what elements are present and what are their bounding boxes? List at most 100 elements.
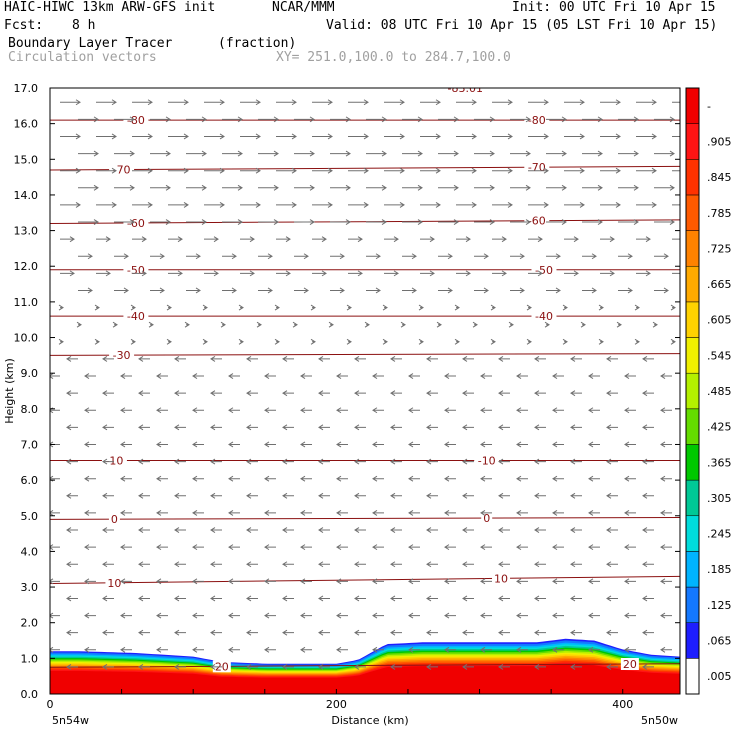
vector-arrow xyxy=(240,270,255,277)
vector-arrow xyxy=(210,527,222,533)
vector-arrow xyxy=(546,184,567,191)
vector-arrow xyxy=(606,458,618,465)
vector-arrow xyxy=(66,390,78,397)
vector-arrow xyxy=(546,253,561,260)
colorbar-label: .125 xyxy=(707,599,732,612)
cross-section-endpoints: XY= 251.0,100.0 to 284.7,100.0 xyxy=(276,50,511,65)
vector-arrow xyxy=(330,287,345,294)
vector-arrow xyxy=(168,133,189,140)
colorbar-swatch xyxy=(685,301,700,338)
vector-arrow xyxy=(186,219,207,225)
vector-arrow xyxy=(526,338,532,345)
vector-arrow xyxy=(348,270,363,277)
vector-arrow xyxy=(78,253,93,260)
vector-arrow xyxy=(462,355,474,362)
y-axis-label: Height (km) xyxy=(3,358,16,424)
vector-arrow xyxy=(462,527,474,533)
vector-arrow xyxy=(372,646,384,653)
vector-arrow xyxy=(492,270,507,277)
vector-arrow xyxy=(346,304,352,311)
vector-arrow xyxy=(670,304,676,311)
model-title: HAIC-HIWC 13km ARW-GFS init xyxy=(4,0,216,15)
vector-arrow xyxy=(354,424,366,431)
y-tick-label: 14.0 xyxy=(14,189,39,202)
vector-arrow xyxy=(498,629,510,636)
vector-arrow xyxy=(546,150,567,157)
vector-arrow xyxy=(210,424,222,431)
y-tick-label: 6.0 xyxy=(21,474,39,487)
colorbar-swatch xyxy=(685,194,700,231)
colorbar-label: .065 xyxy=(707,635,732,648)
vector-arrow xyxy=(660,475,672,482)
vector-arrow xyxy=(246,595,258,602)
contour-label: -80 xyxy=(528,114,546,127)
vector-arrow xyxy=(202,338,208,345)
vector-arrow xyxy=(50,646,60,653)
vector-arrow xyxy=(138,663,150,670)
plot-frame xyxy=(49,87,681,695)
vector-arrow xyxy=(84,441,96,448)
vector-arrow xyxy=(276,201,297,208)
vector-arrow xyxy=(454,338,460,345)
vector-arrow xyxy=(138,595,150,602)
vector-arrow xyxy=(120,612,132,619)
vector-arrow xyxy=(336,475,348,482)
vector-arrow xyxy=(258,253,273,260)
colorbar-label: .665 xyxy=(707,278,732,291)
y-tick-label: 7.0 xyxy=(21,438,39,451)
vector-arrow xyxy=(66,355,78,362)
vector-arrow xyxy=(402,287,417,294)
vector-arrow xyxy=(60,270,75,277)
axes: 0.0 1.0 2.0 3.0 4.0 5.0 6.0 7.0 8.0 9.0 10.0 11.0 12… xyxy=(14,82,680,711)
vector-arrow xyxy=(138,355,150,362)
vector-arrow xyxy=(220,321,226,328)
vector-arrow xyxy=(552,646,564,653)
vector-arrow xyxy=(546,116,567,123)
contour-line xyxy=(50,353,680,356)
vector-arrow xyxy=(294,219,315,225)
vector-arrow xyxy=(642,458,654,465)
vector-arrow xyxy=(102,595,114,602)
vector-arrow xyxy=(618,219,639,225)
vector-arrow xyxy=(258,287,273,294)
vector-arrow xyxy=(390,595,402,602)
vector-arrow xyxy=(318,561,330,568)
vector-arrow xyxy=(318,663,330,670)
tracer-band xyxy=(50,664,680,694)
vector-arrow xyxy=(228,407,240,414)
vector-arrow xyxy=(228,441,240,448)
vector-arrow xyxy=(174,458,186,465)
vector-arrow xyxy=(582,116,603,123)
vector-arrow xyxy=(58,338,64,345)
vector-arrow xyxy=(402,150,423,157)
vector-arrow xyxy=(96,236,111,243)
vector-arrow xyxy=(264,373,276,379)
vector-arrow xyxy=(294,184,315,191)
vector-arrow xyxy=(348,99,369,106)
vector-arrow xyxy=(186,287,201,294)
vector-arrow xyxy=(168,236,183,243)
vector-arrow xyxy=(498,561,510,568)
vector-arrow xyxy=(624,373,636,379)
x-tick-label: 200 xyxy=(326,698,347,711)
vector-arrow xyxy=(50,373,60,379)
vector-arrow xyxy=(642,595,654,602)
vector-arrow xyxy=(174,390,186,397)
y-tick-label: 8.0 xyxy=(21,403,39,416)
vector-arrow xyxy=(474,219,495,225)
vector-arrow xyxy=(204,270,219,277)
vector-arrow xyxy=(150,150,171,157)
vector-arrow xyxy=(444,544,456,551)
vector-arrow xyxy=(76,321,82,328)
init-time: Init: 00 UTC Fri 10 Apr 15 xyxy=(512,0,716,15)
vector-arrow xyxy=(570,492,582,499)
vector-arrow xyxy=(420,201,441,208)
vector-arrow xyxy=(366,150,387,157)
vector-arrow xyxy=(240,99,261,106)
vector-arrow xyxy=(564,133,585,140)
vector-arrow xyxy=(600,270,615,277)
vector-arrow xyxy=(408,475,420,482)
colorbar-label: .905 xyxy=(707,135,732,148)
vector-arrow xyxy=(192,646,204,653)
vector-arrow xyxy=(174,527,186,533)
